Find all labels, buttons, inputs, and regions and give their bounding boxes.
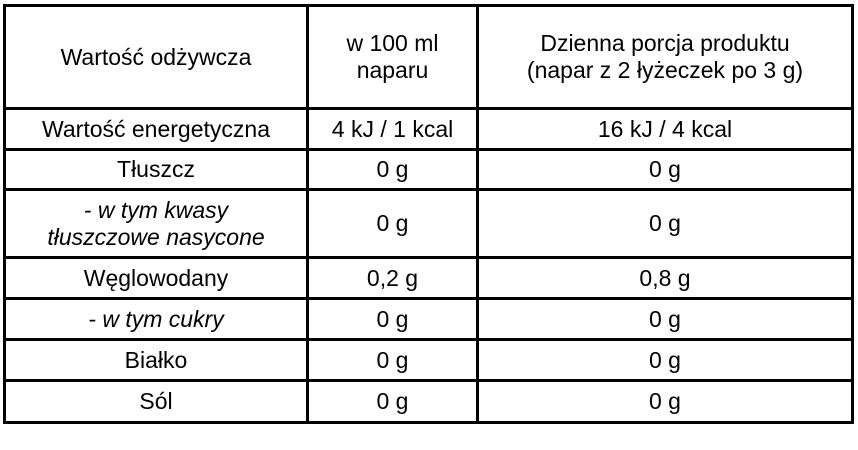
row-daily: 0 g xyxy=(476,148,854,191)
header-row: Wartość odżywcza w 100 ml naparu Dzienna… xyxy=(3,4,854,110)
row-daily: 0 g xyxy=(476,338,854,382)
row-label: Białko xyxy=(3,338,309,382)
row-daily: 0 g xyxy=(476,188,854,259)
header-daily-portion-line1: Dzienna porcja produktu xyxy=(540,30,790,56)
table-row: Węglowodany 0,2 g 0,8 g xyxy=(3,256,854,300)
row-label: Sól xyxy=(3,379,309,424)
row-daily: 16 kJ / 4 kcal xyxy=(476,107,854,151)
header-per-100ml-line1: w 100 ml xyxy=(346,30,439,56)
header-daily-portion: Dzienna porcja produktu (napar z 2 łyżec… xyxy=(476,4,854,110)
table-row: Sól 0 g 0 g xyxy=(3,379,854,424)
row-label-line1: - w tym kwasy xyxy=(83,196,229,223)
table-row: - w tym kwasy tłuszczowe nasycone 0 g 0 … xyxy=(3,188,854,259)
row-per100: 0 g xyxy=(306,148,479,191)
row-label: - w tym cukry xyxy=(3,297,309,341)
row-label: Węglowodany xyxy=(3,256,309,300)
row-daily: 0 g xyxy=(476,379,854,424)
row-label: Wartość energetyczna xyxy=(3,107,309,151)
header-per-100ml: w 100 ml naparu xyxy=(306,4,479,110)
header-daily-portion-line2: (napar z 2 łyżeczek po 3 g) xyxy=(526,57,804,83)
row-daily: 0,8 g xyxy=(476,256,854,300)
header-nutritional-value: Wartość odżywcza xyxy=(3,4,309,110)
row-per100: 0 g xyxy=(306,379,479,424)
row-per100: 0,2 g xyxy=(306,256,479,300)
row-per100: 4 kJ / 1 kcal xyxy=(306,107,479,151)
header-per-100ml-line2: naparu xyxy=(356,57,429,83)
table-row: Białko 0 g 0 g xyxy=(3,338,854,382)
table-row: Tłuszcz 0 g 0 g xyxy=(3,148,854,191)
row-per100: 0 g xyxy=(306,338,479,382)
table-row: - w tym cukry 0 g 0 g xyxy=(3,297,854,341)
row-label: - w tym kwasy tłuszczowe nasycone xyxy=(3,188,309,259)
row-per100: 0 g xyxy=(306,188,479,259)
row-label: Tłuszcz xyxy=(3,148,309,191)
row-label-line2: tłuszczowe nasycone xyxy=(47,223,265,250)
nutrition-table: Wartość odżywcza w 100 ml naparu Dzienna… xyxy=(3,4,854,424)
row-daily: 0 g xyxy=(476,297,854,341)
table-row: Wartość energetyczna 4 kJ / 1 kcal 16 kJ… xyxy=(3,107,854,151)
row-per100: 0 g xyxy=(306,297,479,341)
